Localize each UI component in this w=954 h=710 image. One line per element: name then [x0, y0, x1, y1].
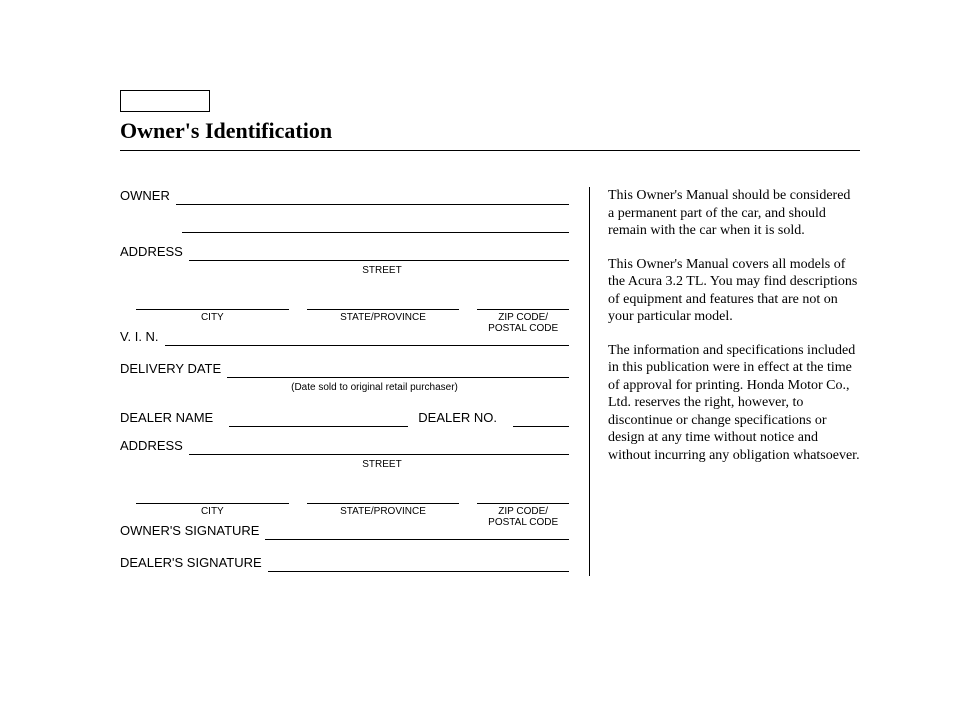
owner-state-sublabel: STATE/PROVINCE: [307, 312, 460, 323]
dealer-zip-line[interactable]: [477, 486, 569, 504]
owner-street-sublabel: STREET: [120, 265, 569, 276]
dealer-no-line[interactable]: [513, 409, 569, 427]
dealer-address-label: ADDRESS: [120, 438, 189, 455]
vin-label: V. I. N.: [120, 329, 165, 346]
dealer-sig-line[interactable]: [268, 554, 569, 572]
dealer-sig-row: DEALER'S SIGNATURE: [120, 554, 569, 572]
form-column: OWNER ADDRESS STREET CITY: [120, 187, 590, 576]
owner-address-row: ADDRESS: [120, 243, 569, 261]
dealer-state-sublabel: STATE/PROVINCE: [307, 506, 460, 517]
vin-line[interactable]: [165, 328, 569, 346]
delivery-label: DELIVERY DATE: [120, 361, 227, 378]
columns: OWNER ADDRESS STREET CITY: [120, 187, 860, 576]
dealer-city-line[interactable]: [136, 486, 289, 504]
top-empty-box: [120, 90, 210, 112]
owner-address-label: ADDRESS: [120, 244, 189, 261]
delivery-row: DELIVERY DATE: [120, 360, 569, 378]
owner-line-2[interactable]: [182, 215, 569, 233]
owner-city-sublabel: CITY: [136, 312, 289, 323]
dealer-state-line[interactable]: [307, 486, 460, 504]
page-title: Owner's Identification: [120, 118, 860, 151]
dealer-city-sublabel: CITY: [136, 506, 289, 517]
owner-street-line[interactable]: [189, 243, 569, 261]
vin-row: V. I. N.: [120, 328, 569, 346]
owner-label: OWNER: [120, 188, 176, 205]
delivery-line[interactable]: [227, 360, 569, 378]
dealer-sig-label: DEALER'S SIGNATURE: [120, 555, 268, 572]
owner-zip-line[interactable]: [477, 292, 569, 310]
paragraph-1: This Owner's Manual should be considered…: [608, 187, 860, 240]
owner-sig-label: OWNER'S SIGNATURE: [120, 523, 265, 540]
delivery-note: (Date sold to original retail purchaser): [120, 382, 569, 393]
dealer-street-sublabel: STREET: [120, 459, 569, 470]
paragraph-3: The information and specifications inclu…: [608, 342, 860, 465]
owner-row: OWNER: [120, 187, 569, 205]
paragraph-2: This Owner's Manual covers all models of…: [608, 256, 860, 326]
owner-state-line[interactable]: [307, 292, 460, 310]
dealer-name-no-row: DEALER NAME DEALER NO.: [120, 409, 569, 427]
text-column: This Owner's Manual should be considered…: [590, 187, 860, 576]
dealer-zip-text: ZIP CODE/: [498, 506, 548, 517]
owner-line-1[interactable]: [176, 187, 569, 205]
dealer-no-label: DEALER NO.: [418, 410, 503, 427]
owner-zip-text: ZIP CODE/: [498, 312, 548, 323]
dealer-name-line[interactable]: [229, 409, 408, 427]
owner-sig-row: OWNER'S SIGNATURE: [120, 522, 569, 540]
page: Owner's Identification OWNER ADDRESS STR…: [0, 0, 954, 616]
owner-city-line[interactable]: [136, 292, 289, 310]
dealer-address-row: ADDRESS: [120, 437, 569, 455]
dealer-name-label: DEALER NAME: [120, 410, 219, 427]
dealer-street-line[interactable]: [189, 437, 569, 455]
owner-sig-line[interactable]: [265, 522, 569, 540]
